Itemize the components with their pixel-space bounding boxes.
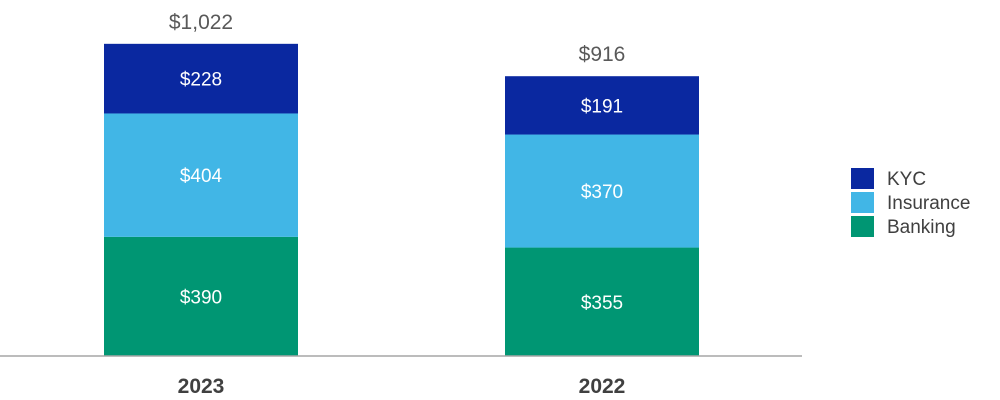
bar-segment-insurance-2023	[104, 113, 298, 237]
category-labels-group: 2023 2022	[178, 375, 626, 398]
bar-total-label: $1,022	[169, 11, 233, 34]
category-label-2023: 2023	[178, 375, 225, 398]
legend-swatch	[851, 168, 874, 189]
bar-segment-kyc-2022	[505, 76, 699, 135]
segment-value-label: $390	[180, 287, 222, 308]
segment-value-label: $228	[180, 70, 222, 91]
segment-value-label: $370	[581, 182, 623, 203]
legend-item-banking: Banking	[851, 216, 956, 238]
bars-group	[104, 43, 699, 356]
category-label-2022: 2022	[579, 375, 626, 398]
bar-segment-kyc-2023	[104, 43, 298, 114]
bar-total-label: $916	[579, 43, 626, 66]
bar-segment-banking-2023	[104, 236, 298, 356]
segment-value-label: $191	[581, 96, 623, 117]
legend-label: KYC	[887, 169, 926, 190]
legend: KYC Insurance Banking	[851, 168, 970, 238]
legend-item-kyc: KYC	[851, 168, 926, 190]
segment-value-label: $404	[180, 166, 223, 187]
legend-swatch	[851, 192, 874, 213]
legend-label: Insurance	[887, 193, 970, 214]
legend-label: Banking	[887, 217, 956, 238]
legend-item-insurance: Insurance	[851, 192, 970, 214]
segment-labels-group: $390 $404 $228 $355 $370 $191	[180, 70, 623, 314]
bar-segment-banking-2022	[505, 247, 699, 356]
bar-segment-insurance-2022	[505, 134, 699, 248]
segment-value-label: $355	[581, 293, 623, 314]
total-labels-group: $1,022 $916	[169, 11, 625, 66]
legend-swatch	[851, 216, 874, 237]
